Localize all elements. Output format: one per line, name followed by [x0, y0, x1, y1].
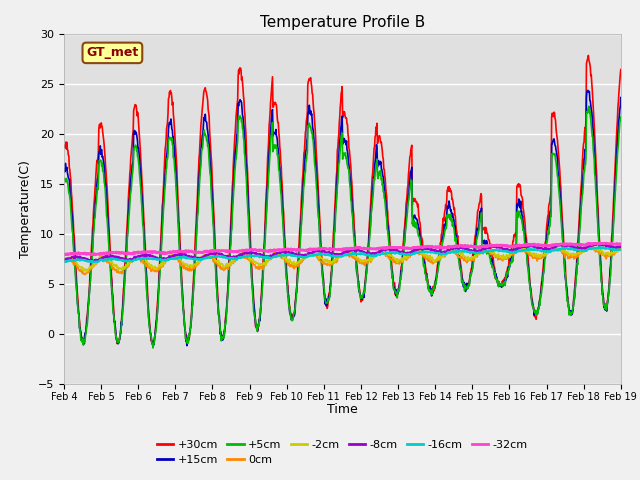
-8cm	[399, 249, 407, 255]
-8cm	[85, 258, 93, 264]
Line: +30cm: +30cm	[64, 55, 621, 344]
Legend: +30cm, +15cm, +5cm, 0cm, -2cm, -8cm, -16cm, -32cm: +30cm, +15cm, +5cm, 0cm, -2cm, -8cm, -16…	[152, 435, 532, 469]
Line: -32cm: -32cm	[64, 243, 621, 255]
-16cm	[596, 244, 604, 250]
-2cm	[495, 253, 503, 259]
+15cm	[553, 152, 561, 158]
+30cm	[147, 332, 154, 338]
+15cm	[554, 156, 561, 161]
Line: +15cm: +15cm	[64, 90, 621, 346]
-2cm	[122, 264, 129, 270]
+15cm	[584, 87, 592, 93]
-2cm	[399, 257, 407, 263]
Text: GT_met: GT_met	[86, 47, 138, 60]
+5cm	[553, 167, 561, 172]
+15cm	[183, 343, 191, 348]
+5cm	[121, 277, 129, 283]
-16cm	[92, 259, 100, 265]
-2cm	[554, 248, 561, 253]
Line: 0cm: 0cm	[64, 245, 621, 275]
Line: -8cm: -8cm	[64, 243, 621, 261]
+15cm	[399, 254, 407, 260]
-16cm	[553, 248, 561, 253]
Y-axis label: Temperature(C): Temperature(C)	[19, 160, 33, 258]
-2cm	[617, 247, 625, 252]
+15cm	[147, 330, 154, 336]
0cm	[617, 246, 625, 252]
Title: Temperature Profile B: Temperature Profile B	[260, 15, 425, 30]
+5cm	[399, 256, 407, 262]
-8cm	[60, 257, 68, 263]
-2cm	[589, 243, 597, 249]
0cm	[81, 272, 88, 277]
-2cm	[553, 243, 561, 249]
-2cm	[147, 264, 155, 270]
+5cm	[147, 332, 154, 338]
-32cm	[554, 241, 561, 247]
-32cm	[553, 242, 561, 248]
+30cm	[150, 341, 157, 347]
X-axis label: Time: Time	[327, 403, 358, 416]
-32cm	[60, 252, 68, 257]
+5cm	[585, 103, 593, 109]
-8cm	[122, 257, 129, 263]
-8cm	[596, 240, 604, 246]
+30cm	[399, 241, 407, 247]
-32cm	[596, 240, 604, 246]
+15cm	[121, 271, 129, 276]
-2cm	[60, 255, 68, 261]
+5cm	[149, 345, 157, 351]
0cm	[553, 247, 561, 253]
-32cm	[147, 249, 155, 255]
-2cm	[83, 268, 91, 274]
-8cm	[553, 243, 561, 249]
0cm	[399, 257, 407, 263]
+5cm	[617, 114, 625, 120]
+30cm	[554, 137, 561, 143]
-8cm	[495, 244, 503, 250]
-16cm	[399, 251, 407, 257]
-8cm	[147, 253, 155, 259]
+15cm	[617, 95, 625, 100]
+30cm	[495, 284, 503, 289]
0cm	[147, 268, 155, 274]
Line: -2cm: -2cm	[64, 246, 621, 271]
-32cm	[495, 242, 503, 248]
-16cm	[554, 247, 561, 253]
Line: +5cm: +5cm	[64, 106, 621, 348]
+5cm	[495, 278, 503, 284]
-16cm	[495, 249, 503, 254]
+5cm	[60, 176, 68, 181]
-32cm	[617, 241, 625, 247]
-32cm	[91, 252, 99, 258]
-8cm	[554, 243, 561, 249]
+5cm	[554, 174, 561, 180]
0cm	[60, 255, 68, 261]
-32cm	[399, 245, 407, 251]
-8cm	[617, 243, 625, 249]
+30cm	[617, 67, 625, 72]
+30cm	[553, 133, 561, 139]
Line: -16cm: -16cm	[64, 247, 621, 262]
+15cm	[60, 169, 68, 175]
+15cm	[495, 281, 503, 287]
-16cm	[147, 256, 155, 262]
+30cm	[584, 52, 592, 58]
0cm	[495, 255, 503, 261]
-16cm	[60, 259, 68, 264]
0cm	[122, 265, 129, 271]
+30cm	[121, 261, 129, 266]
+30cm	[60, 143, 68, 148]
0cm	[554, 246, 561, 252]
-32cm	[122, 251, 129, 256]
0cm	[586, 242, 594, 248]
-16cm	[617, 247, 625, 252]
-16cm	[122, 258, 129, 264]
